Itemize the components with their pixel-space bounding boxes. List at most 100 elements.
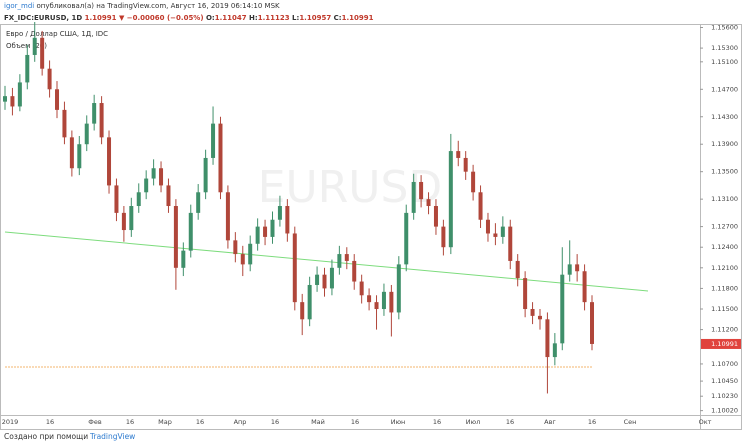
ohlc-value: 1.10991 xyxy=(342,14,374,22)
candle-body xyxy=(560,274,565,344)
candle-body xyxy=(3,96,7,102)
volume-legend: Объем (20) xyxy=(6,42,47,50)
candle-body xyxy=(159,168,164,186)
candle-body xyxy=(389,291,394,313)
candle-body xyxy=(285,206,290,234)
candle-body xyxy=(545,319,550,358)
candle-body xyxy=(567,264,572,275)
x-tick-label: 16 xyxy=(351,418,359,426)
y-tick-label: 1.15300 xyxy=(711,44,738,52)
x-tick-label: Май xyxy=(311,418,325,426)
y-tick-label: 1.13900 xyxy=(711,140,738,148)
x-tick-label: 16 xyxy=(433,418,441,426)
candle-body xyxy=(537,315,542,320)
candle-body xyxy=(129,206,134,231)
y-tick-label: 1.12400 xyxy=(711,243,738,251)
candle-body xyxy=(114,185,119,213)
x-tick-label: Июн xyxy=(391,418,406,426)
candle-body xyxy=(32,37,37,55)
candle-body xyxy=(381,291,386,310)
published: опубликовал(а) на TradingView.com, Авгус… xyxy=(37,2,281,10)
candle-body xyxy=(359,281,364,296)
candle-body xyxy=(441,226,446,248)
y-tick-label: 1.11500 xyxy=(711,305,738,313)
candle-body xyxy=(485,219,490,234)
ohlc-value: 1.10957 xyxy=(299,14,331,22)
candle-body xyxy=(121,212,126,231)
candle-body xyxy=(396,264,401,313)
footer-text: Создано при помощи xyxy=(4,432,88,441)
footer-brand[interactable]: TradingView xyxy=(89,432,135,441)
candle-body xyxy=(411,181,416,213)
ohlc-value: 1.11123 xyxy=(258,14,290,22)
candle-body xyxy=(315,274,320,285)
candle-body xyxy=(367,295,372,303)
y-tick-label: 1.14300 xyxy=(711,113,738,121)
chart-title: Евро / Доллар США, 1Д, IDC xyxy=(6,30,108,38)
last-price-label: 1.10991 xyxy=(711,340,738,348)
candle-body xyxy=(508,226,513,261)
candle-body xyxy=(337,254,342,268)
candle-body xyxy=(144,178,149,193)
candle-body xyxy=(84,123,89,145)
x-tick-label: 16 xyxy=(46,418,54,426)
candle-body xyxy=(322,274,327,289)
candle-body xyxy=(575,264,580,272)
x-tick-label: 16 xyxy=(271,418,279,426)
candle-body xyxy=(240,254,245,265)
y-tick-label: 1.11200 xyxy=(711,326,738,334)
candle-body xyxy=(307,284,312,320)
candle-body xyxy=(218,123,223,193)
publish-line: igor_mdi опубликовал(а) на TradingView.c… xyxy=(4,2,280,10)
price: 1.10991 xyxy=(85,14,117,22)
candle-body xyxy=(47,68,52,90)
candle-body xyxy=(552,343,557,358)
candle-body xyxy=(456,151,461,158)
candle-body xyxy=(478,192,483,220)
candle-body xyxy=(433,206,438,227)
x-tick-label: Мар xyxy=(158,418,172,426)
last-price-box xyxy=(701,338,741,349)
y-tick-label: 1.10700 xyxy=(711,360,738,368)
change: ▼ −0.00060 (−0.05%) xyxy=(119,14,204,22)
author[interactable]: igor_mdi xyxy=(4,2,34,10)
candle-body xyxy=(352,260,357,282)
y-tick-label: 1.11800 xyxy=(711,284,738,292)
candle-body xyxy=(92,103,97,124)
candle-body xyxy=(225,192,230,241)
candle-body xyxy=(530,309,535,316)
ohlc-label: L: xyxy=(292,14,299,22)
y-tick-label: 1.15600 xyxy=(711,23,738,31)
x-tick-label: Окт xyxy=(699,418,712,426)
y-tick-label: 1.10450 xyxy=(711,377,738,385)
candle-body xyxy=(203,157,208,193)
candle-body xyxy=(69,137,74,169)
candle-body xyxy=(500,226,505,237)
candle-body xyxy=(471,171,476,193)
candle-body xyxy=(300,302,305,320)
candle-body xyxy=(590,302,594,344)
candle-body xyxy=(99,103,104,138)
candle-body xyxy=(263,226,268,237)
candle-body xyxy=(55,89,60,110)
candle-body xyxy=(211,123,216,158)
candle-body xyxy=(166,185,171,207)
candle-body xyxy=(463,157,468,172)
candle-body xyxy=(582,271,587,303)
y-tick-label: 1.12100 xyxy=(711,264,738,272)
candle-body xyxy=(196,192,201,213)
y-tick-label: 1.14700 xyxy=(711,85,738,93)
candle-body xyxy=(25,54,30,83)
y-tick-label: 1.15100 xyxy=(711,58,738,66)
x-tick-label: Фев xyxy=(88,418,102,426)
x-tick-label: Июл xyxy=(466,418,481,426)
candle-body xyxy=(255,226,260,244)
candle-body xyxy=(77,144,82,169)
ohlc-label: H: xyxy=(249,14,258,22)
candle-body xyxy=(270,219,275,237)
candle-body xyxy=(151,168,156,179)
candle-body xyxy=(233,240,238,255)
candle-body xyxy=(248,243,253,265)
x-tick-label: Сен xyxy=(624,418,637,426)
